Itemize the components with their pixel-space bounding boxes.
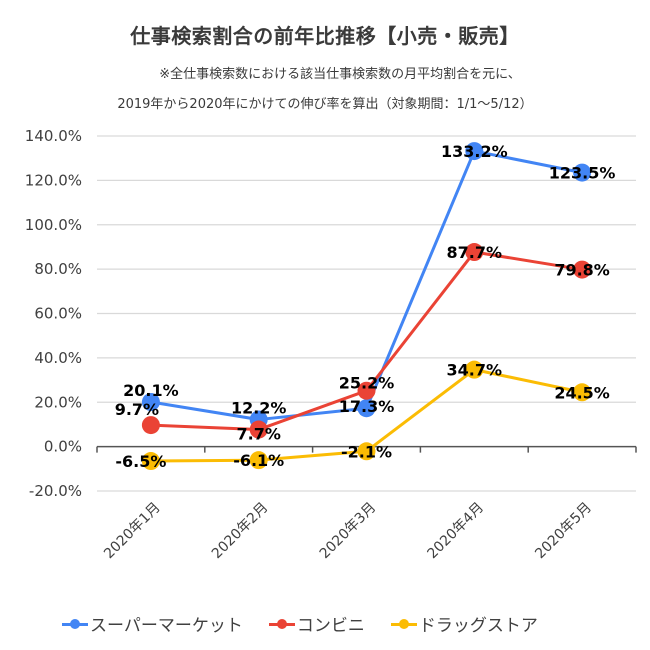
data-point-drugstore	[249, 451, 268, 470]
legend-marker-icon	[390, 618, 417, 630]
data-point-supermarket	[465, 142, 484, 161]
gridlines	[97, 135, 636, 492]
y-tick-label: 120.0%	[25, 171, 82, 189]
chart-subtitle-line2: 2019年から2020年にかけての伸び率を算出（対象期間：1/1〜5/12）	[117, 97, 533, 112]
y-tick-label: 0.0%	[44, 438, 82, 456]
y-axis-ticks: 140.0% 120.0% 100.0% 80.0% 60.0% 40.0% 20.0% 0.…	[25, 127, 82, 500]
data-label-drugstore: -6.5%	[115, 452, 166, 471]
data-point-drugstore	[573, 383, 592, 402]
data-label-convenience-store: 79.8%	[554, 261, 610, 280]
legend-marker-icon	[62, 618, 88, 630]
data-label-supermarket: 20.1%	[123, 381, 179, 400]
y-tick-label: 40.0%	[34, 349, 82, 367]
data-label-supermarket: 17.3%	[339, 397, 395, 416]
series-markers	[141, 142, 592, 471]
data-point-convenience-store	[573, 260, 592, 279]
data-label-convenience-store: 87.7%	[447, 243, 503, 262]
data-label-supermarket: 133.2%	[441, 142, 508, 161]
y-tick-label: -20.0%	[29, 482, 82, 500]
data-point-supermarket	[357, 399, 376, 418]
data-label-drugstore: 24.5%	[554, 383, 610, 402]
legend-label: ドラッグストア	[418, 616, 538, 636]
data-label-convenience-store: 9.7%	[115, 400, 159, 419]
data-point-convenience-store	[357, 381, 376, 400]
data-label-convenience-store: 25.2%	[339, 374, 395, 393]
legend-item-convenience-store: コンビニ	[268, 611, 365, 636]
y-tick-label: 80.0%	[34, 260, 82, 278]
data-label-convenience-store: 7.7%	[237, 425, 281, 444]
legend-label: スーパーマーケット	[90, 616, 243, 636]
legend-item-drugstore: ドラッグストア	[390, 611, 538, 636]
data-point-drugstore	[357, 442, 376, 461]
data-point-drugstore	[465, 360, 484, 379]
legend: スーパーマーケット コンビニ ドラッグストア	[62, 611, 538, 636]
data-label-drugstore: 34.7%	[447, 361, 503, 380]
data-point-convenience-store	[249, 420, 268, 439]
y-tick-label: 100.0%	[25, 216, 82, 234]
data-point-convenience-store	[141, 416, 160, 435]
data-point-supermarket	[141, 393, 160, 412]
legend-marker-icon	[268, 618, 295, 630]
data-labels: 20.1% 12.2% 17.3% 133.2% 123.5% 9.7% 7.7% 25.2%…	[115, 142, 616, 471]
data-label-drugstore: -6.1%	[233, 451, 284, 470]
data-point-drugstore	[141, 452, 160, 471]
x-axis-tick-labels: 2020年1月 2020年2月 2020年3月 2020年4月 2020年5月	[101, 500, 595, 563]
y-tick-label: 20.0%	[34, 393, 82, 411]
data-point-supermarket	[573, 163, 592, 182]
x-tick-label: 2020年3月	[317, 500, 380, 563]
data-label-drugstore: -2.1%	[341, 442, 392, 461]
y-tick-label: 60.0%	[34, 305, 82, 323]
chart-title: 仕事検索割合の前年比推移【小売・販売】	[130, 24, 520, 48]
data-label-supermarket: 123.5%	[549, 164, 616, 183]
line-chart: 140.0% 120.0% 100.0% 80.0% 60.0% 40.0% 20.0% 0.…	[25, 127, 637, 563]
chart-subtitle-line1: ※全仕事検索数における該当仕事検索数の月平均割合を元に、	[159, 67, 521, 82]
y-tick-label: 140.0%	[25, 127, 82, 145]
x-tick-label: 2020年2月	[209, 500, 272, 563]
data-point-convenience-store	[465, 243, 484, 262]
x-tick-label: 2020年1月	[101, 500, 164, 563]
legend-item-supermarket: スーパーマーケット	[62, 611, 243, 636]
x-tick-label: 2020年4月	[425, 500, 488, 563]
x-tick-label: 2020年5月	[532, 500, 595, 563]
data-label-supermarket: 12.2%	[231, 399, 287, 418]
legend-label: コンビニ	[296, 616, 365, 636]
